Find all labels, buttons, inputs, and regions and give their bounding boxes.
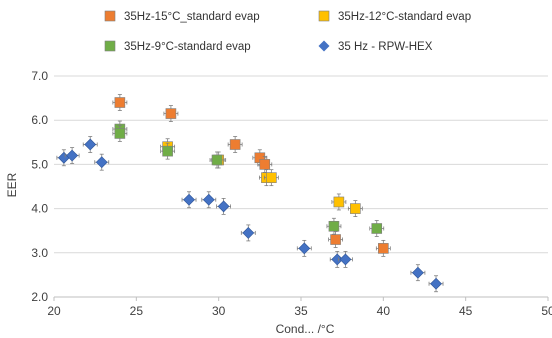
data-point [66,149,79,162]
data-point [411,266,424,279]
y-tick-label: 3.0 [31,246,48,260]
legend: 35Hz-15°C_standard evap 35Hz-12°C-standar… [104,10,471,53]
data-point [333,196,345,208]
legend-label: 35Hz-12°C-standard evap [338,11,471,23]
legend-item-4: 35 Hz - RPW-HEX [318,40,433,53]
axes: 2.0 3.0 4.0 5.0 6.0 7.0 20 25 30 35 40 45 50 [31,69,552,318]
x-tick-label: 50 [541,304,552,318]
x-tick-label: 25 [130,304,144,318]
legend-label: 35 Hz - RPW-HEX [338,41,433,53]
data-points [56,94,444,293]
legend-item-1: 35Hz-15°C_standard evap [104,10,260,23]
data-point [229,139,241,150]
data-point [183,193,195,206]
data-point [331,253,344,266]
y-tick-label: 6.0 [31,113,48,127]
data-point [339,253,352,266]
legend-marker [104,10,116,22]
data-point [328,220,340,232]
data-point [162,145,173,157]
legend-marker [104,40,116,52]
data-point [202,193,215,206]
legend-marker [318,40,330,52]
x-tick-label: 45 [459,304,473,318]
series-3 [112,120,385,237]
series-1 [112,94,391,257]
data-point [371,223,383,234]
y-tick-label: 2.0 [31,290,48,304]
x-tick-label: 35 [294,304,308,318]
data-point [298,242,311,255]
y-tick-label: 4.0 [31,202,48,216]
data-point [114,97,126,108]
data-point [266,172,277,183]
series-2 [160,138,363,218]
series-4 [56,136,444,293]
data-point [330,234,341,245]
x-axis-title: Cond... /°C [276,322,335,336]
data-point [95,156,108,169]
data-point [378,243,389,254]
data-point [211,154,223,166]
x-tick-label: 40 [377,304,391,318]
y-tick-label: 5.0 [31,157,48,171]
data-point [84,138,97,151]
legend-item-2: 35Hz-12°C-standard evap [318,10,471,23]
x-tick-label: 20 [47,304,61,318]
data-point [217,200,230,213]
data-point [259,159,271,170]
legend-label: 35Hz-15°C_standard evap [124,11,260,23]
data-point [430,277,442,290]
data-point [114,128,126,139]
data-point [57,151,70,164]
x-tick-label: 30 [212,304,226,318]
data-point [165,108,177,119]
legend-label: 35Hz-9°C-standard evap [124,41,251,53]
legend-marker [318,10,330,22]
gridlines [54,75,548,298]
data-point [242,226,255,239]
y-tick-label: 7.0 [31,69,48,83]
y-axis-title: EER [5,172,19,197]
legend-item-3: 35Hz-9°C-standard evap [104,40,251,53]
data-point [350,203,361,214]
